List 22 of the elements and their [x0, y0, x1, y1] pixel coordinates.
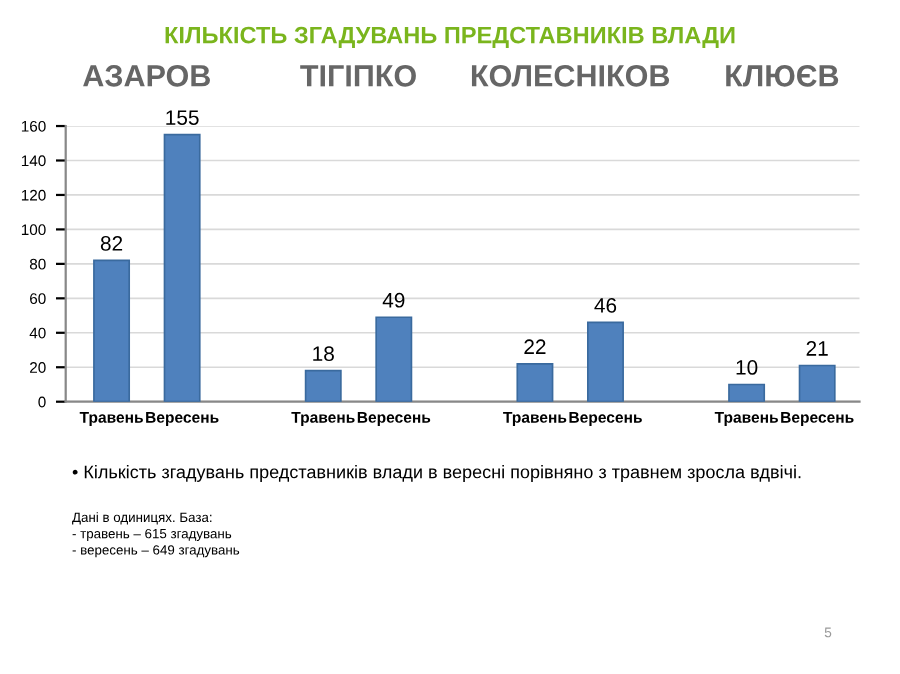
text: АЗАРОВ [83, 65, 210, 87]
data-label: 46 [594, 298, 617, 313]
text: КЛЮЄВ [726, 65, 839, 87]
chart-title: КІЛЬКІСТЬ ЗГАДУВАНЬ ПРЕДСТАВНИКІВ ВЛАДИ [165, 26, 735, 48]
data-label: 155 [166, 110, 199, 125]
bar [798, 364, 836, 402]
bar [375, 316, 413, 402]
bar [516, 362, 554, 402]
bar [304, 369, 342, 402]
data-label: 10 [736, 360, 758, 375]
bar [93, 259, 131, 402]
data-label: 22 [524, 339, 546, 354]
bar [728, 383, 766, 402]
bar [587, 321, 624, 402]
data-label: 82 [100, 236, 123, 251]
data-label: 49 [382, 292, 405, 308]
text: • Кількість згадувань представників влади в вересні порівняно з травнем зросла вдвічі. [72, 465, 801, 482]
data-label: 18 [313, 346, 334, 362]
text: ТІГІПКО [300, 65, 416, 87]
text: КОЛЕСНІКОВ [471, 65, 670, 87]
bar [163, 133, 201, 402]
data-label: 21 [806, 341, 828, 356]
